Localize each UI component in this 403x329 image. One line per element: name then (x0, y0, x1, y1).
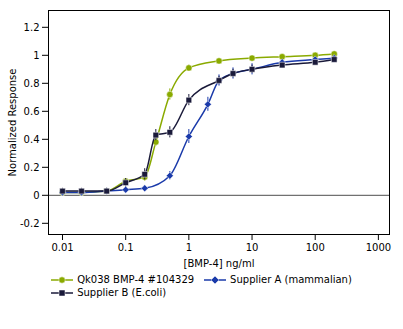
html-text:Qk038 BMP-4 #104329: Qk038 BMP-4 #104329 (77, 274, 195, 285)
svg-text:1.2: 1.2 (24, 22, 40, 33)
svg-text:10: 10 (246, 242, 259, 253)
svg-text:0.01: 0.01 (51, 242, 73, 253)
svg-text:1: 1 (33, 50, 39, 61)
svg-text:0.1: 0.1 (118, 242, 134, 253)
svg-text:-0.2: -0.2 (20, 218, 40, 229)
svg-text:0.4: 0.4 (24, 134, 40, 145)
html-text:Supplier B (E.coli): Supplier B (E.coli) (77, 287, 167, 298)
svg-text:100: 100 (306, 242, 325, 253)
svg-text:0.8: 0.8 (24, 78, 40, 89)
svg-text:0.6: 0.6 (24, 106, 40, 117)
html-text:Supplier A (mammalian): Supplier A (mammalian) (230, 274, 352, 285)
svg-text:1000: 1000 (366, 242, 391, 253)
svg-text:0.2: 0.2 (24, 162, 40, 173)
svg-text:0: 0 (33, 190, 39, 201)
svg-text:1: 1 (186, 242, 192, 253)
svg-text:[BMP-4] ng/ml: [BMP-4] ng/ml (184, 258, 255, 269)
svg-text:Normalized Response: Normalized Response (7, 69, 18, 177)
